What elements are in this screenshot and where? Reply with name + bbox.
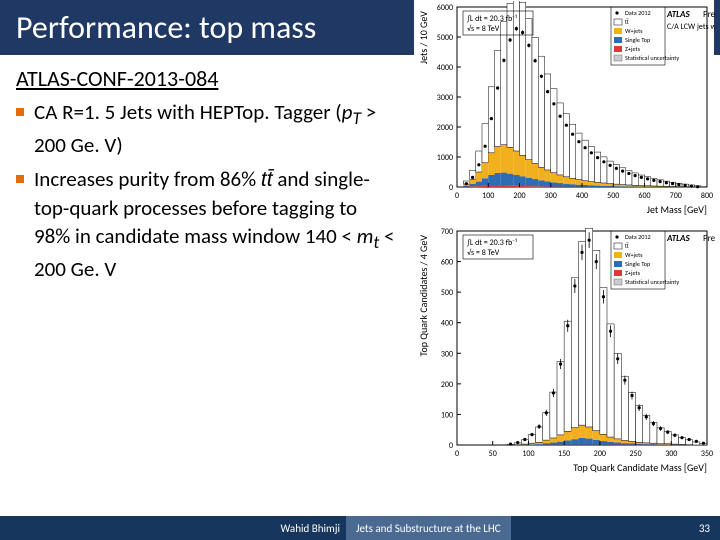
svg-text:Preliminary: Preliminary [703,9,715,20]
svg-text:0: 0 [455,191,459,201]
svg-text:∫L dt = 20.3 fb⁻¹: ∫L dt = 20.3 fb⁻¹ [466,14,517,24]
svg-text:700: 700 [670,191,682,201]
svg-text:300: 300 [665,449,677,459]
svg-text:0: 0 [455,449,459,459]
svg-text:200: 200 [441,380,453,390]
svg-text:300: 300 [441,349,453,359]
svg-text:ATLAS: ATLAS [666,233,690,244]
conf-note-link[interactable]: ATLAS-CONF-2013-084 [16,65,396,92]
svg-text:Top Quark Candidates / 4 GeV: Top Quark Candidates / 4 GeV [417,235,430,357]
jet-mass-chart: 0 100 200 300 400 500 600 700 800 0 1000 2000 3000 40… [414,0,714,218]
text-column: ATLAS-CONF-2013-084 CA R=1. 5 Jets with … [16,65,406,289]
svg-text:700: 700 [441,227,453,237]
svg-text:C/A LCW jets with R=1.5: C/A LCW jets with R=1.5 [667,22,715,32]
svg-text:500: 500 [441,288,453,298]
svg-text:Single Top: Single Top [625,36,651,44]
svg-text:0: 0 [449,441,453,451]
svg-text:Data 2012: Data 2012 [625,9,651,17]
svg-text:Jet Mass [GeV]: Jet Mass [GeV] [647,203,707,216]
svg-text:Z+jets: Z+jets [625,45,641,53]
footer-page-number: 33 [699,522,710,535]
svg-text:4000: 4000 [437,63,453,73]
footer-talk-title: Jets and Substructure at the LHC [346,516,511,540]
bullet-list: CA R=1. 5 Jets with HEPTop. Tagger (pT >… [16,98,396,283]
svg-text:200: 200 [513,191,525,201]
svg-text:400: 400 [576,191,588,201]
svg-text:√s = 8 TeV: √s = 8 TeV [467,24,500,34]
svg-text:600: 600 [441,258,453,268]
footer-author: Wahid Bhimji [250,522,340,535]
svg-text:100: 100 [482,191,494,201]
charts-column: 0100200300400500600700800010002000300040… [414,0,714,476]
svg-text:50: 50 [489,449,497,459]
svg-text:100: 100 [522,449,534,459]
bullet-item: CA R=1. 5 Jets with HEPTop. Tagger (pT >… [34,98,396,159]
svg-text:Top Quark Candidate Mass [GeV]: Top Quark Candidate Mass [GeV] [573,461,707,474]
svg-text:3000: 3000 [437,93,453,103]
svg-text:Statistical uncertainty: Statistical uncertainty [625,278,679,286]
svg-text:150: 150 [558,449,570,459]
svg-text:∫L dt = 20.3 fb⁻¹: ∫L dt = 20.3 fb⁻¹ [466,238,517,248]
svg-text:600: 600 [638,191,650,201]
top-mass-chart: 0 50 100 150 200 250 300 350 0 100 200 300 400 500 600… [414,224,714,476]
svg-text:250: 250 [629,449,641,459]
bullet-item: Increases purity from 86% tt̄ and single… [34,165,396,283]
svg-text:2000: 2000 [437,123,453,133]
svg-text:Single Top: Single Top [625,260,651,268]
svg-text:100: 100 [441,410,453,420]
svg-text:6000: 6000 [437,3,453,13]
footer-bar: Wahid Bhimji Jets and Substructure at th… [0,516,720,540]
svg-text:800: 800 [701,191,713,201]
svg-text:Preliminary: Preliminary [703,233,715,244]
svg-text:ATLAS: ATLAS [666,9,690,20]
top-mass-svg: 0 50 100 150 200 250 300 350 0 100 200 300 400 500 600… [415,225,715,475]
svg-text:Jets / 10 GeV: Jets / 10 GeV [417,11,430,64]
svg-text:400: 400 [441,319,453,329]
svg-text:tt̄: tt̄ [625,242,629,250]
svg-text:Data 2012: Data 2012 [625,233,651,241]
svg-text:Statistical uncertainty: Statistical uncertainty [625,54,679,62]
jet-mass-svg: 0 100 200 300 400 500 600 700 800 0 1000 2000 3000 40… [415,1,715,217]
svg-text:tt̄: tt̄ [625,18,629,26]
svg-text:200: 200 [594,449,606,459]
svg-text:5000: 5000 [437,33,453,43]
svg-text:1000: 1000 [437,153,453,163]
svg-text:350: 350 [701,449,713,459]
svg-text:W+jets: W+jets [625,251,643,259]
svg-text:W+jets: W+jets [625,27,643,35]
svg-text:300: 300 [545,191,557,201]
svg-text:Z+jets: Z+jets [625,269,641,277]
svg-text:500: 500 [607,191,619,201]
svg-text:0: 0 [449,183,453,193]
svg-text:√s = 8 TeV: √s = 8 TeV [467,248,500,258]
